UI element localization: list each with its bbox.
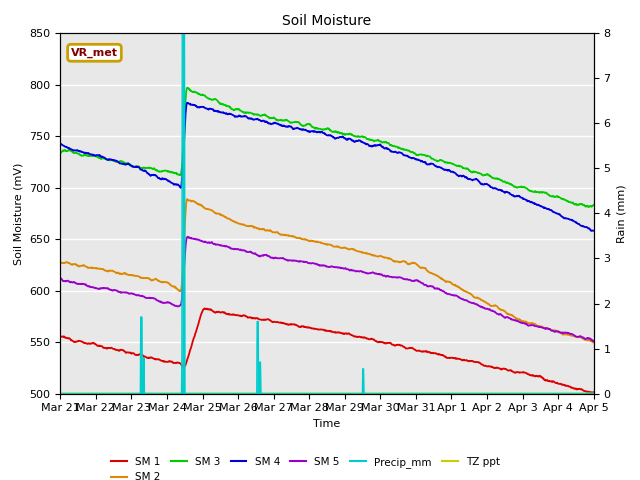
Legend: SM 1, SM 2, SM 3, SM 4, SM 5, Precip_mm, TZ ppt: SM 1, SM 2, SM 3, SM 4, SM 5, Precip_mm,… (107, 453, 504, 480)
TZ ppt (479, 391, 487, 396)
SM 2 (175, 288, 183, 294)
SM 2 (410, 260, 418, 266)
SM 3 (410, 150, 418, 156)
SM 2 (235, 221, 243, 227)
SM 5 (162, 300, 170, 305)
SM 5 (56, 275, 64, 281)
SM 1 (175, 360, 183, 366)
Title: Soil Moisture: Soil Moisture (282, 14, 372, 28)
SM 4 (480, 181, 488, 187)
SM 4 (410, 156, 418, 161)
SM 3 (162, 168, 170, 173)
SM 4 (162, 176, 170, 182)
SM 4 (527, 199, 534, 205)
SM 1 (588, 390, 595, 396)
SM 3 (235, 106, 243, 112)
SM 5 (410, 278, 418, 284)
Y-axis label: Soil Moisture (mV): Soil Moisture (mV) (14, 162, 24, 264)
SM 4 (588, 228, 595, 234)
TZ ppt (162, 391, 170, 396)
SM 4 (175, 182, 183, 188)
Line: SM 2: SM 2 (60, 199, 594, 343)
TZ ppt (590, 391, 598, 396)
SM 1 (480, 363, 488, 369)
SM 2 (527, 321, 534, 326)
SM 1 (590, 389, 598, 395)
SM 5 (235, 247, 243, 252)
SM 1 (162, 359, 170, 365)
X-axis label: Time: Time (314, 419, 340, 429)
SM 4 (56, 141, 64, 146)
Y-axis label: Rain (mm): Rain (mm) (616, 184, 626, 243)
SM 1 (235, 313, 243, 319)
SM 1 (56, 334, 64, 340)
SM 4 (184, 100, 191, 106)
TZ ppt (410, 391, 417, 396)
TZ ppt (235, 391, 243, 396)
Line: SM 1: SM 1 (60, 308, 594, 393)
SM 5 (527, 322, 534, 328)
TZ ppt (175, 391, 183, 396)
SM 5 (184, 234, 191, 240)
SM 2 (162, 279, 170, 285)
SM 5 (590, 338, 598, 344)
SM 2 (480, 298, 488, 304)
SM 3 (56, 151, 64, 156)
SM 5 (480, 305, 488, 311)
SM 3 (184, 85, 191, 91)
SM 2 (183, 196, 191, 202)
SM 4 (590, 228, 598, 234)
TZ ppt (56, 391, 64, 396)
SM 3 (480, 172, 488, 178)
SM 2 (56, 259, 64, 265)
SM 2 (589, 340, 597, 346)
Line: SM 4: SM 4 (60, 103, 594, 231)
SM 1 (201, 305, 209, 311)
Line: SM 3: SM 3 (60, 88, 594, 207)
SM 3 (175, 172, 183, 178)
TZ ppt (527, 391, 534, 396)
SM 4 (235, 113, 243, 119)
Line: SM 5: SM 5 (60, 237, 594, 341)
SM 2 (590, 340, 598, 346)
Text: VR_met: VR_met (71, 48, 118, 58)
SM 3 (585, 204, 593, 210)
SM 1 (527, 372, 534, 378)
SM 1 (410, 347, 418, 352)
SM 3 (590, 202, 598, 208)
SM 5 (175, 303, 183, 309)
SM 3 (527, 188, 534, 194)
